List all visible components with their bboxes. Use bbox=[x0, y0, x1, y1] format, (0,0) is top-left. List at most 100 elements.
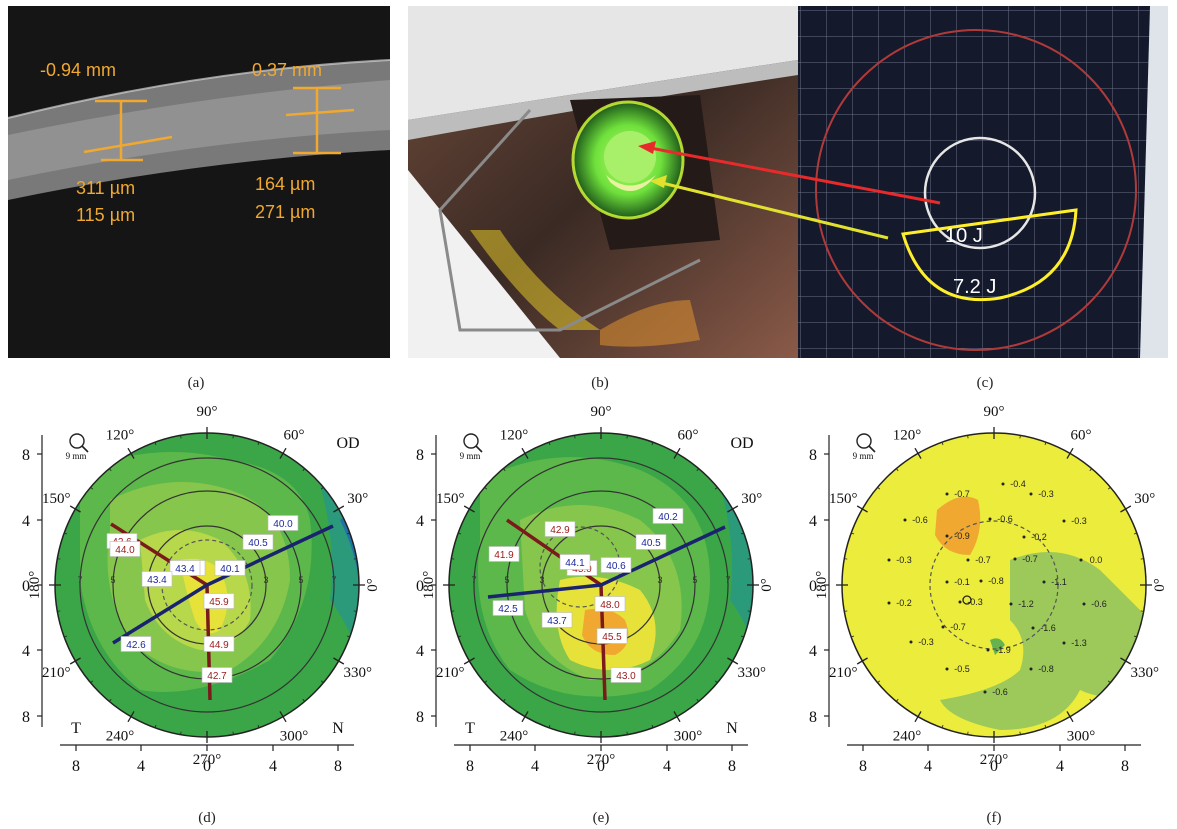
map-f-value: -0.7 bbox=[1022, 554, 1038, 564]
oct-right-offset: 0.37 mm bbox=[252, 60, 322, 80]
angle-label: 240° bbox=[893, 729, 922, 745]
map-e-red-value-box bbox=[488, 546, 520, 562]
map-f-dot bbox=[1062, 641, 1066, 645]
x-tick-label: 0 bbox=[597, 758, 605, 775]
map-f-value: -0.9 bbox=[954, 531, 970, 541]
map-d-blue-value-box bbox=[242, 534, 274, 550]
map-e-red-value: 42.9 bbox=[550, 525, 570, 536]
minor-tick bbox=[1044, 724, 1047, 728]
minor-tick bbox=[180, 731, 182, 735]
minor-tick bbox=[451, 558, 455, 560]
minor-tick bbox=[1133, 532, 1137, 535]
minor-tick bbox=[180, 435, 182, 439]
map-f-dot bbox=[941, 625, 945, 629]
angle-label: 300° bbox=[280, 729, 309, 745]
y-tick-label: 4 bbox=[22, 643, 30, 660]
minor-tick bbox=[1107, 680, 1111, 684]
ring-label: 7 bbox=[77, 575, 82, 585]
map-d-blue-value: 42.6 bbox=[126, 640, 146, 651]
ring-label: 7 bbox=[471, 575, 476, 585]
x-tick-label: 8 bbox=[72, 758, 80, 775]
minor-tick bbox=[346, 635, 350, 638]
angle-label: 120° bbox=[106, 427, 135, 443]
y-tick-label: 0 bbox=[416, 578, 424, 595]
map-f-dot bbox=[945, 580, 949, 584]
minor-tick bbox=[917, 453, 920, 457]
map-e-blue-value: 44.1 bbox=[565, 558, 585, 569]
map-f-dot bbox=[1013, 557, 1017, 561]
fluence-inner: 10 J bbox=[945, 225, 983, 247]
oct-left-value-2: 115 µm bbox=[76, 205, 135, 225]
eye-label: OD bbox=[336, 435, 359, 452]
minor-tick bbox=[108, 698, 112, 702]
map-f-value: -0.6 bbox=[1091, 599, 1107, 609]
minor-tick bbox=[862, 508, 866, 511]
minor-tick bbox=[1019, 731, 1021, 735]
map-f-value: -0.2 bbox=[1031, 532, 1047, 542]
map-e-blue-value-box bbox=[492, 600, 524, 616]
minor-tick bbox=[1122, 659, 1126, 662]
map-f-value: -0.6 bbox=[992, 687, 1008, 697]
minor-tick bbox=[1019, 435, 1021, 439]
caption-b: (b) bbox=[591, 375, 609, 391]
minor-tick bbox=[574, 435, 576, 439]
ring-label: 7 bbox=[725, 575, 730, 585]
minor-tick bbox=[844, 610, 848, 612]
map-f-value: -0.4 bbox=[1010, 479, 1026, 489]
minor-tick bbox=[548, 442, 551, 446]
map-d-blue-value: 43.4 bbox=[147, 575, 167, 586]
minor-tick bbox=[1068, 713, 1071, 717]
minor-tick bbox=[302, 698, 306, 702]
map-d-red-value: 45.9 bbox=[209, 597, 229, 608]
minor-tick bbox=[320, 486, 324, 490]
minor-tick bbox=[1140, 558, 1144, 560]
map-d-blue-value: 43.4 bbox=[175, 564, 195, 575]
x-tick-label: 4 bbox=[269, 758, 277, 775]
map-f-dot bbox=[1029, 667, 1033, 671]
minor-tick bbox=[335, 508, 339, 511]
captions: (a) (b) (c) (d) (e) (f) bbox=[188, 375, 1002, 826]
map-f-value: -1.1 bbox=[1051, 577, 1067, 587]
map-f-value: -1.6 bbox=[1040, 623, 1056, 633]
magnifier-icon bbox=[475, 445, 483, 453]
minor-tick bbox=[941, 442, 944, 446]
panel-b-c-arrows bbox=[638, 141, 941, 240]
minor-tick bbox=[851, 635, 855, 638]
panel-a-oct: -0.94 mm 311 µm 115 µm 0.37 mm 164 µm 27… bbox=[7, 6, 391, 358]
map-d-blue-value: 40.0 bbox=[273, 519, 293, 530]
minor-tick bbox=[458, 532, 462, 535]
angle-label: 300° bbox=[1067, 729, 1096, 745]
map-f-value: -0.3 bbox=[918, 637, 934, 647]
map-e-blue-value: 40.6 bbox=[606, 561, 626, 572]
minor-tick bbox=[747, 610, 751, 612]
map-e-blue-value-box bbox=[541, 612, 573, 628]
map-f-dot bbox=[945, 667, 949, 671]
caption-e: (e) bbox=[593, 810, 610, 826]
map-f-dot bbox=[1001, 482, 1005, 486]
angle-label: 270° bbox=[193, 752, 222, 768]
minor-tick bbox=[675, 453, 678, 457]
map-d-blue-value-box bbox=[169, 560, 201, 576]
map-f-dot bbox=[887, 558, 891, 562]
map-e-blue-value: 40.2 bbox=[658, 512, 678, 523]
map-f-dot bbox=[988, 517, 992, 521]
minor-tick bbox=[651, 724, 654, 728]
minor-tick bbox=[353, 558, 357, 560]
map-f-dot bbox=[1009, 602, 1013, 606]
minor-tick bbox=[626, 731, 628, 735]
map-f-dot bbox=[966, 558, 970, 562]
map-f-dot bbox=[1022, 535, 1026, 539]
map-e-red-value-box bbox=[594, 596, 626, 612]
minor-tick bbox=[502, 698, 506, 702]
angle-label: 180° bbox=[814, 571, 830, 600]
minor-tick bbox=[844, 558, 848, 560]
map-d-red-value-box bbox=[203, 593, 235, 609]
map-f-dot bbox=[945, 492, 949, 496]
map-d-red-value: 44.0 bbox=[115, 545, 135, 556]
minor-tick bbox=[1133, 635, 1137, 638]
map-f-dot bbox=[887, 601, 891, 605]
magnifier-icon bbox=[463, 433, 479, 449]
ring-label: 7 bbox=[331, 575, 336, 585]
angle-label: 0° bbox=[759, 578, 775, 592]
minor-tick bbox=[696, 698, 700, 702]
